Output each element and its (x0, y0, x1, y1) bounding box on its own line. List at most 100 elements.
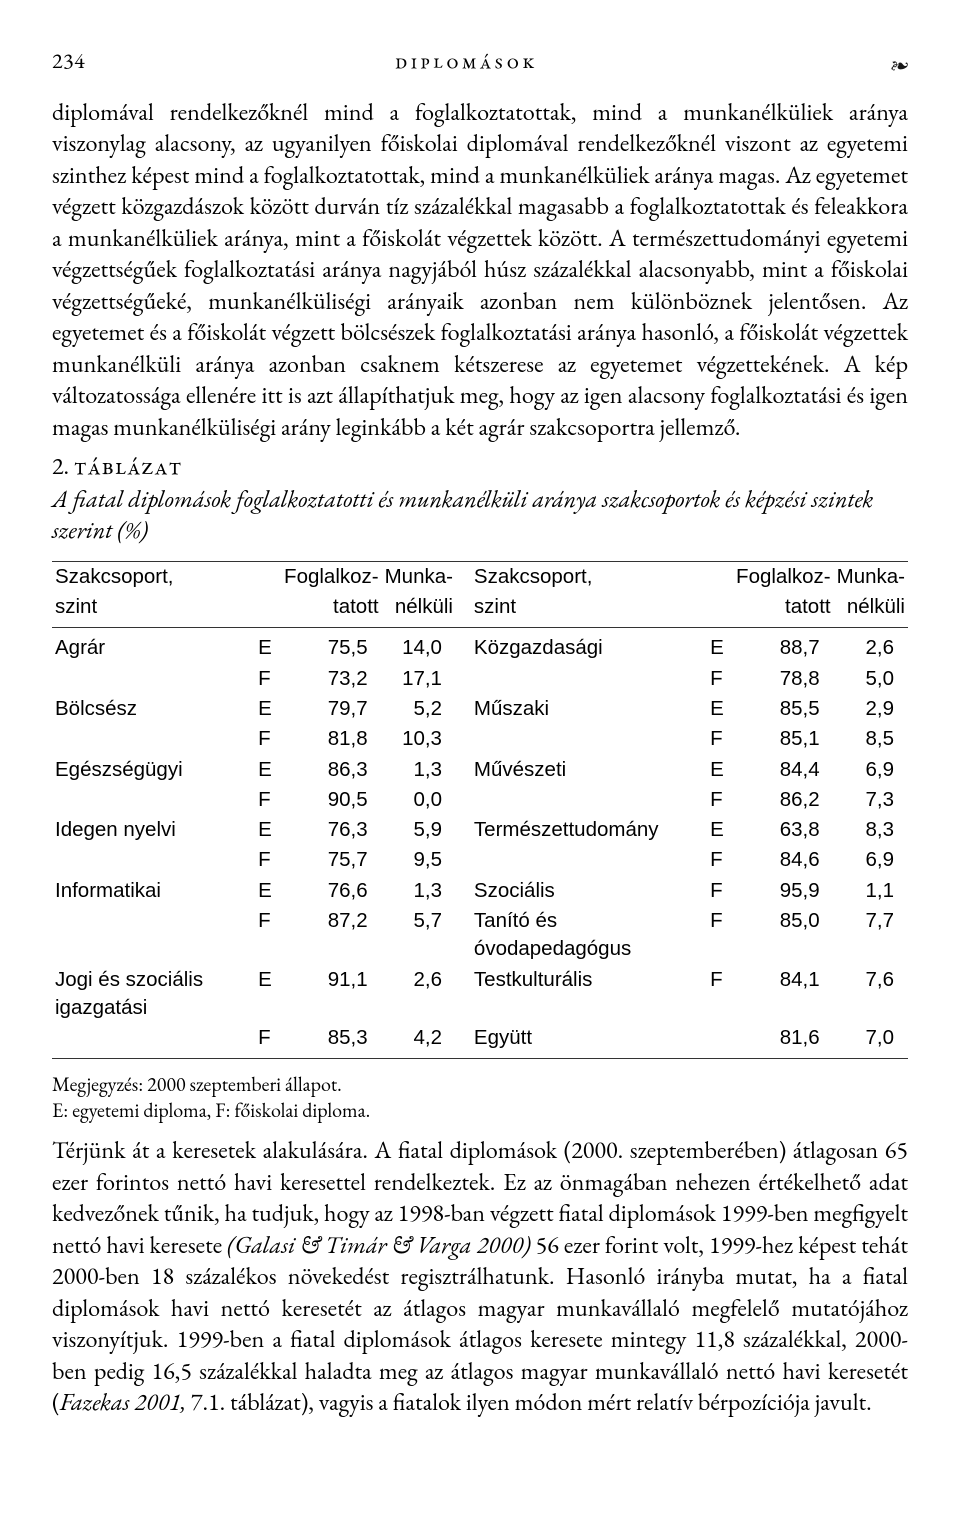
cell-unemp: 1,1 (834, 876, 908, 906)
cell-level: F (707, 876, 733, 906)
ornament-icon: ❧ (891, 51, 908, 74)
cell-emp: 84,4 (733, 755, 834, 785)
cell-unemp: 4,2 (382, 1023, 456, 1059)
table-body: AgrárE75,514,0KözgazdaságiE88,72,6F73,21… (52, 628, 908, 1059)
table-row: Jogi és szociális igazgatásiE91,12,6Test… (52, 965, 908, 1024)
cell-group: Informatikai (52, 876, 255, 906)
cell-level: F (707, 845, 733, 875)
cell-unemp: 6,9 (834, 755, 908, 785)
cell-unemp: 5,2 (382, 694, 456, 724)
table-row: AgrárE75,514,0KözgazdaságiE88,72,6 (52, 628, 908, 664)
cell-unemp: 10,3 (382, 724, 456, 754)
cell-unemp: 2,6 (382, 965, 456, 1024)
cell-group: Bölcsész (52, 694, 255, 724)
cell-group: Művészeti (471, 755, 707, 785)
cell-level: F (255, 845, 281, 875)
cell-unemp: 17,1 (382, 664, 456, 694)
table-note-1: Megjegyzés: 2000 szeptemberi állapot. (52, 1071, 908, 1097)
cell-unemp: 5,7 (382, 906, 456, 965)
cell-emp: 81,8 (281, 724, 382, 754)
cell-group: Műszaki (471, 694, 707, 724)
page-number: 234 (52, 46, 85, 75)
cell-group (471, 845, 707, 875)
cell-emp: 75,7 (281, 845, 382, 875)
table-notes: Megjegyzés: 2000 szeptemberi állapot. E:… (52, 1071, 908, 1123)
cell-emp: 87,2 (281, 906, 382, 965)
table-note-2: E: egyetemi diploma, F: főiskolai diplom… (52, 1097, 908, 1123)
col-emp-top-right: Foglalkoz- (733, 561, 834, 593)
table-row: BölcsészE79,75,2MűszakiE85,52,9 (52, 694, 908, 724)
cell-level: E (707, 815, 733, 845)
cell-group: Agrár (52, 628, 255, 664)
cell-emp: 84,1 (733, 965, 834, 1024)
cell-emp: 63,8 (733, 815, 834, 845)
p2-c: 7.1. táblázat), vagyis a fiatalok ilyen … (186, 1387, 872, 1418)
p2-cite1: (Galasi & Timár & Varga 2000) (227, 1230, 530, 1261)
col-unemp-bot-left: nélküli (382, 593, 456, 628)
cell-emp: 76,6 (281, 876, 382, 906)
cell-group (471, 724, 707, 754)
col-emp-bot-left: tatott (281, 593, 382, 628)
running-head-row: 234 diplomások ❧ (52, 46, 908, 75)
cell-emp: 79,7 (281, 694, 382, 724)
cell-level: F (255, 785, 281, 815)
cell-group (52, 724, 255, 754)
cell-level: F (255, 724, 281, 754)
cell-emp: 78,8 (733, 664, 834, 694)
cell-group: Együtt (471, 1023, 707, 1059)
col-unemp-top-left: Munka- (382, 561, 456, 593)
cell-level: F (255, 1023, 281, 1059)
cell-unemp: 7,3 (834, 785, 908, 815)
cell-group: Idegen nyelvi (52, 815, 255, 845)
cell-group: Természettudomány (471, 815, 707, 845)
cell-unemp: 9,5 (382, 845, 456, 875)
table-row: F85,34,2 Együtt 81,67,0 (52, 1023, 908, 1059)
cell-level: E (255, 755, 281, 785)
cell-emp: 86,3 (281, 755, 382, 785)
cell-level: F (707, 785, 733, 815)
cell-unemp: 7,7 (834, 906, 908, 965)
col-group-bot-left: szint (52, 593, 255, 628)
cell-level: E (255, 876, 281, 906)
cell-unemp: 8,5 (834, 724, 908, 754)
cell-group (52, 906, 255, 965)
table-row: F75,79,5F84,66,9 (52, 845, 908, 875)
table-row: EgészségügyiE86,31,3MűvészetiE84,46,9 (52, 755, 908, 785)
cell-group (52, 1023, 255, 1059)
cell-emp: 85,3 (281, 1023, 382, 1059)
data-table: Szakcsoport, Foglalkoz- Munka- Szakcsopo… (52, 561, 908, 1060)
cell-unemp: 5,0 (834, 664, 908, 694)
cell-unemp: 8,3 (834, 815, 908, 845)
cell-group: Közgazdasági (471, 628, 707, 664)
cell-emp: 91,1 (281, 965, 382, 1024)
cell-level: F (707, 906, 733, 965)
cell-unemp: 7,6 (834, 965, 908, 1024)
cell-level: E (255, 965, 281, 1024)
table-row: Idegen nyelviE76,35,9TermészettudományE6… (52, 815, 908, 845)
cell-emp: 88,7 (733, 628, 834, 664)
paragraph-2: Térjünk át a keresetek alakulására. A fi… (52, 1135, 908, 1418)
cell-emp: 85,1 (733, 724, 834, 754)
col-group-top-right: Szakcsoport, (471, 561, 707, 593)
cell-group: Egészségügyi (52, 755, 255, 785)
cell-group: Tanító és óvodapedagógus (471, 906, 707, 965)
table-caption: A fiatal diplomások foglalkoztatotti és … (52, 484, 908, 547)
cell-unemp: 5,9 (382, 815, 456, 845)
cell-emp: 84,6 (733, 845, 834, 875)
cell-emp: 73,2 (281, 664, 382, 694)
table-row: InformatikaiE76,61,3SzociálisF95,91,1 (52, 876, 908, 906)
cell-level: E (255, 815, 281, 845)
cell-group (471, 785, 707, 815)
table-row: F73,217,1F78,85,0 (52, 664, 908, 694)
col-unemp-top-right: Munka- (834, 561, 908, 593)
col-unemp-bot-right: nélküli (834, 593, 908, 628)
table-2: Szakcsoport, Foglalkoz- Munka- Szakcsopo… (52, 561, 908, 1060)
cell-level (707, 1023, 733, 1059)
cell-unemp: 7,0 (834, 1023, 908, 1059)
cell-emp: 81,6 (733, 1023, 834, 1059)
cell-level: F (255, 906, 281, 965)
table-number-digit: 2. (52, 451, 74, 482)
cell-level: E (707, 755, 733, 785)
table-number-word: táblázat (74, 451, 182, 482)
cell-level: F (707, 664, 733, 694)
